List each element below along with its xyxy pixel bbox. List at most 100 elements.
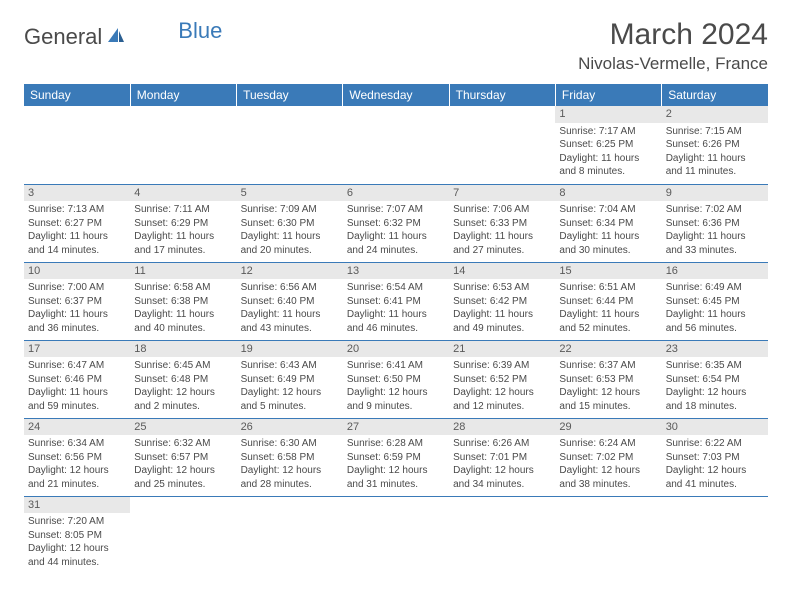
daylight-line: Daylight: 12 hours and 15 minutes. <box>559 386 657 413</box>
calendar-cell <box>24 106 130 184</box>
sunset-line: Sunset: 6:57 PM <box>134 451 232 465</box>
calendar-cell: 25Sunrise: 6:32 AMSunset: 6:57 PMDayligh… <box>130 418 236 496</box>
sunrise-line: Sunrise: 7:06 AM <box>453 203 551 217</box>
calendar-cell: 8Sunrise: 7:04 AMSunset: 6:34 PMDaylight… <box>555 184 661 262</box>
daylight-line: Daylight: 12 hours and 44 minutes. <box>28 542 126 569</box>
sunset-line: Sunset: 6:59 PM <box>347 451 445 465</box>
day-number: 3 <box>24 185 130 202</box>
sail-icon <box>106 26 126 49</box>
calendar-cell: 29Sunrise: 6:24 AMSunset: 7:02 PMDayligh… <box>555 418 661 496</box>
calendar-cell: 2Sunrise: 7:15 AMSunset: 6:26 PMDaylight… <box>662 106 768 184</box>
day-number: 31 <box>24 497 130 514</box>
day-content: Sunrise: 7:17 AMSunset: 6:25 PMDaylight:… <box>555 125 661 181</box>
sunrise-line: Sunrise: 6:22 AM <box>666 437 764 451</box>
day-content: Sunrise: 6:51 AMSunset: 6:44 PMDaylight:… <box>555 281 661 337</box>
daylight-line: Daylight: 11 hours and 36 minutes. <box>28 308 126 335</box>
sunset-line: Sunset: 6:46 PM <box>28 373 126 387</box>
day-number: 28 <box>449 419 555 436</box>
daylight-line: Daylight: 11 hours and 14 minutes. <box>28 230 126 257</box>
day-number: 30 <box>662 419 768 436</box>
daylight-line: Daylight: 12 hours and 41 minutes. <box>666 464 764 491</box>
month-title: March 2024 <box>578 18 768 52</box>
day-header: Wednesday <box>343 84 449 106</box>
calendar-cell <box>237 106 343 184</box>
sunset-line: Sunset: 6:36 PM <box>666 217 764 231</box>
sunset-line: Sunset: 6:25 PM <box>559 138 657 152</box>
daylight-line: Daylight: 12 hours and 31 minutes. <box>347 464 445 491</box>
sunset-line: Sunset: 6:37 PM <box>28 295 126 309</box>
day-number: 12 <box>237 263 343 280</box>
calendar-cell: 21Sunrise: 6:39 AMSunset: 6:52 PMDayligh… <box>449 340 555 418</box>
daylight-line: Daylight: 12 hours and 9 minutes. <box>347 386 445 413</box>
sunset-line: Sunset: 6:45 PM <box>666 295 764 309</box>
calendar-cell: 4Sunrise: 7:11 AMSunset: 6:29 PMDaylight… <box>130 184 236 262</box>
sunrise-line: Sunrise: 6:47 AM <box>28 359 126 373</box>
day-number: 14 <box>449 263 555 280</box>
sunrise-line: Sunrise: 6:41 AM <box>347 359 445 373</box>
day-number: 27 <box>343 419 449 436</box>
day-number: 24 <box>24 419 130 436</box>
calendar-cell: 6Sunrise: 7:07 AMSunset: 6:32 PMDaylight… <box>343 184 449 262</box>
day-number: 25 <box>130 419 236 436</box>
sunset-line: Sunset: 6:53 PM <box>559 373 657 387</box>
day-content: Sunrise: 7:13 AMSunset: 6:27 PMDaylight:… <box>24 203 130 259</box>
calendar-cell: 19Sunrise: 6:43 AMSunset: 6:49 PMDayligh… <box>237 340 343 418</box>
calendar-cell: 13Sunrise: 6:54 AMSunset: 6:41 PMDayligh… <box>343 262 449 340</box>
sunrise-line: Sunrise: 6:37 AM <box>559 359 657 373</box>
calendar-cell: 9Sunrise: 7:02 AMSunset: 6:36 PMDaylight… <box>662 184 768 262</box>
sunrise-line: Sunrise: 7:11 AM <box>134 203 232 217</box>
sunset-line: Sunset: 6:41 PM <box>347 295 445 309</box>
day-number: 21 <box>449 341 555 358</box>
day-content: Sunrise: 6:39 AMSunset: 6:52 PMDaylight:… <box>449 359 555 415</box>
sunset-line: Sunset: 6:26 PM <box>666 138 764 152</box>
day-content: Sunrise: 6:26 AMSunset: 7:01 PMDaylight:… <box>449 437 555 493</box>
day-number: 1 <box>555 106 661 123</box>
day-number: 22 <box>555 341 661 358</box>
day-content: Sunrise: 6:58 AMSunset: 6:38 PMDaylight:… <box>130 281 236 337</box>
daylight-line: Daylight: 11 hours and 40 minutes. <box>134 308 232 335</box>
calendar-cell: 12Sunrise: 6:56 AMSunset: 6:40 PMDayligh… <box>237 262 343 340</box>
day-content: Sunrise: 6:28 AMSunset: 6:59 PMDaylight:… <box>343 437 449 493</box>
day-content: Sunrise: 6:45 AMSunset: 6:48 PMDaylight:… <box>130 359 236 415</box>
day-header: Monday <box>130 84 236 106</box>
sunrise-line: Sunrise: 7:09 AM <box>241 203 339 217</box>
daylight-line: Daylight: 11 hours and 8 minutes. <box>559 152 657 179</box>
day-number: 16 <box>662 263 768 280</box>
day-content: Sunrise: 7:07 AMSunset: 6:32 PMDaylight:… <box>343 203 449 259</box>
calendar-cell <box>343 496 449 574</box>
sunset-line: Sunset: 6:34 PM <box>559 217 657 231</box>
calendar-cell: 27Sunrise: 6:28 AMSunset: 6:59 PMDayligh… <box>343 418 449 496</box>
sunrise-line: Sunrise: 7:17 AM <box>559 125 657 139</box>
sunrise-line: Sunrise: 7:07 AM <box>347 203 445 217</box>
daylight-line: Daylight: 11 hours and 20 minutes. <box>241 230 339 257</box>
day-content: Sunrise: 6:56 AMSunset: 6:40 PMDaylight:… <box>237 281 343 337</box>
day-content: Sunrise: 6:37 AMSunset: 6:53 PMDaylight:… <box>555 359 661 415</box>
sunrise-line: Sunrise: 6:53 AM <box>453 281 551 295</box>
day-number: 6 <box>343 185 449 202</box>
day-header: Thursday <box>449 84 555 106</box>
sunset-line: Sunset: 6:58 PM <box>241 451 339 465</box>
day-number: 13 <box>343 263 449 280</box>
day-header: Tuesday <box>237 84 343 106</box>
day-number: 20 <box>343 341 449 358</box>
day-content: Sunrise: 7:15 AMSunset: 6:26 PMDaylight:… <box>662 125 768 181</box>
sunrise-line: Sunrise: 6:51 AM <box>559 281 657 295</box>
sunset-line: Sunset: 6:42 PM <box>453 295 551 309</box>
calendar-cell <box>449 496 555 574</box>
day-number: 7 <box>449 185 555 202</box>
daylight-line: Daylight: 12 hours and 21 minutes. <box>28 464 126 491</box>
day-content: Sunrise: 6:53 AMSunset: 6:42 PMDaylight:… <box>449 281 555 337</box>
day-number: 29 <box>555 419 661 436</box>
calendar-cell: 31Sunrise: 7:20 AMSunset: 8:05 PMDayligh… <box>24 496 130 574</box>
sunrise-line: Sunrise: 6:35 AM <box>666 359 764 373</box>
sunrise-line: Sunrise: 6:43 AM <box>241 359 339 373</box>
sunset-line: Sunset: 6:38 PM <box>134 295 232 309</box>
daylight-line: Daylight: 12 hours and 18 minutes. <box>666 386 764 413</box>
calendar-cell: 1 Sunrise: 7:17 AMSunset: 6:25 PMDaylight… <box>555 106 661 184</box>
calendar-body: 1Sunrise: 7:17 AMSunset: 6:25 PMDaylight… <box>24 106 768 574</box>
sunset-line: Sunset: 6:40 PM <box>241 295 339 309</box>
daylight-line: Daylight: 11 hours and 27 minutes. <box>453 230 551 257</box>
daylight-line: Daylight: 11 hours and 17 minutes. <box>134 230 232 257</box>
sunset-line: Sunset: 7:01 PM <box>453 451 551 465</box>
calendar-row: 17Sunrise: 6:47 AMSunset: 6:46 PMDayligh… <box>24 340 768 418</box>
